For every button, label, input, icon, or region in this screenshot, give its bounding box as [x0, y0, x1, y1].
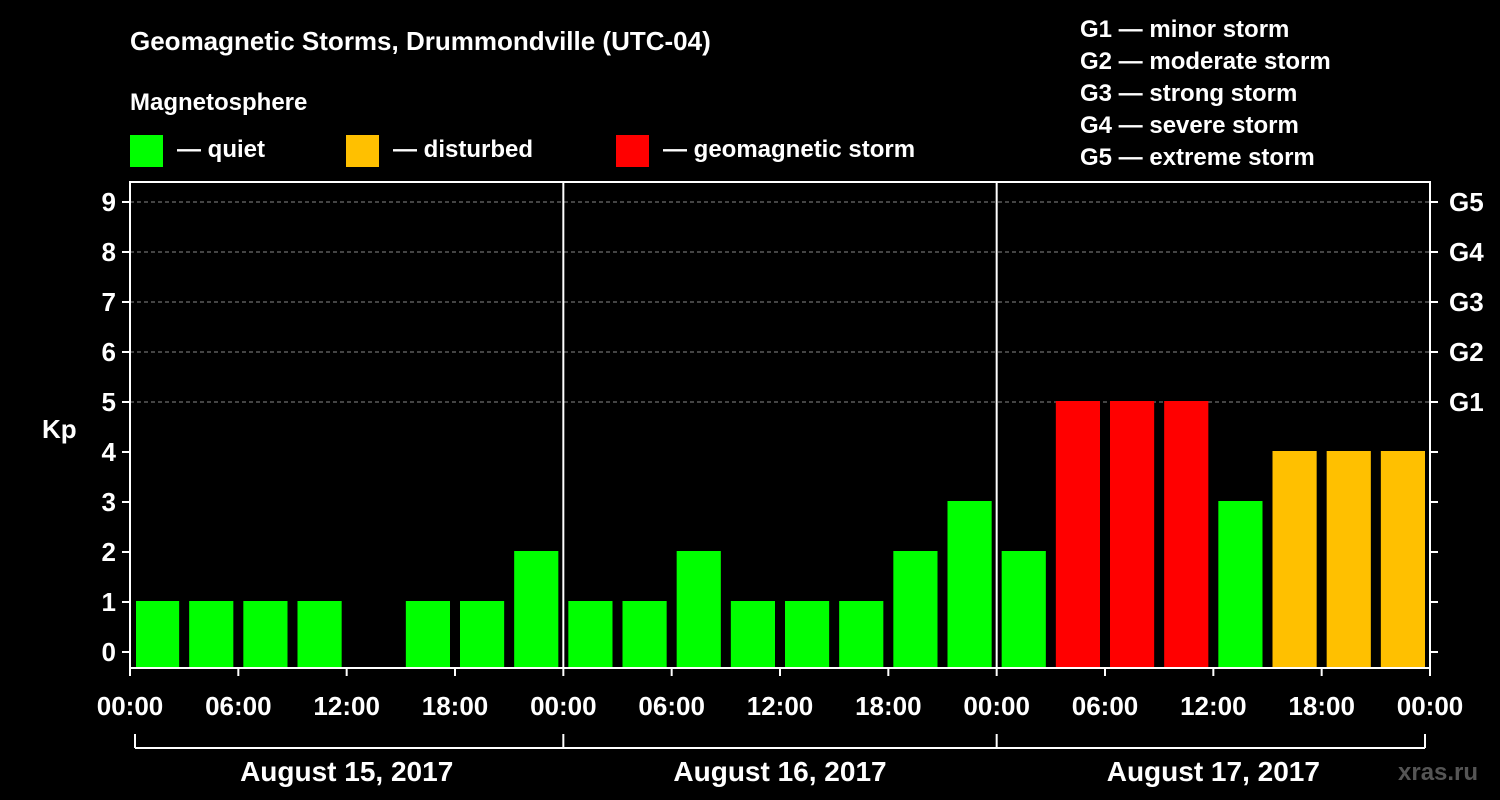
kp-bar: [622, 601, 667, 667]
kp-bar: [297, 601, 342, 667]
x-tick-label: 00:00: [1397, 691, 1464, 721]
g-scale-item: G2 — moderate storm: [1080, 48, 1331, 75]
g-scale-item: G4 — severe storm: [1080, 112, 1299, 139]
x-tick-label: 18:00: [855, 691, 922, 721]
x-tick-label: 12:00: [1180, 691, 1247, 721]
day-label: August 17, 2017: [1107, 756, 1320, 787]
x-tick-label: 12:00: [747, 691, 814, 721]
grid-lines: [130, 201, 1430, 403]
legend-storm-label: — geomagnetic storm: [663, 136, 915, 163]
kp-bar: [1055, 401, 1100, 667]
kp-bar: [947, 501, 992, 667]
chart-title: Geomagnetic Storms, Drummondville (UTC-0…: [130, 26, 711, 56]
watermark: xras.ru: [1398, 759, 1478, 786]
y-tick-label: 1: [102, 587, 116, 617]
y-tick-label: 6: [102, 337, 116, 367]
x-tick-label: 00:00: [97, 691, 164, 721]
kp-bar: [1001, 551, 1046, 667]
kp-bar: [1326, 451, 1371, 667]
day-label: August 15, 2017: [240, 756, 453, 787]
kp-bar: [1380, 451, 1425, 667]
legend: — quiet — disturbed — geomagnetic storm: [130, 135, 915, 167]
g-level-label: G4: [1449, 237, 1484, 267]
y-tick-label: 9: [102, 187, 116, 217]
g-scale-item: G5 — extreme storm: [1080, 144, 1315, 171]
kp-bar: [243, 601, 288, 667]
kp-bar: [136, 601, 180, 667]
bars: [136, 401, 1425, 667]
x-tick-label: 18:00: [1288, 691, 1355, 721]
axes: 0 1 2 3 4 5 6 7 8 9 G1 G2 G3 G4 G5 00:00 06:00 12:00 18:00…: [97, 181, 1484, 787]
kp-bar: [189, 601, 234, 667]
legend-storm-swatch: [616, 135, 649, 167]
kp-bar: [460, 601, 505, 667]
kp-bar: [893, 551, 938, 667]
legend-quiet-swatch: [130, 135, 163, 167]
y-tick-label: 4: [102, 437, 117, 467]
kp-bar: [1272, 451, 1317, 667]
x-tick-label: 06:00: [638, 691, 705, 721]
kp-bar: [730, 601, 775, 667]
kp-bar: [514, 551, 559, 667]
g-level-label: G1: [1449, 387, 1484, 417]
y-tick-label: 8: [102, 237, 116, 267]
g-scale-item: G3 — strong storm: [1080, 80, 1297, 107]
legend-quiet-label: — quiet: [177, 136, 265, 163]
y-tick-label: 5: [102, 387, 116, 417]
x-tick-label: 00:00: [963, 691, 1030, 721]
legend-disturbed-swatch: [346, 135, 379, 167]
y-tick-label: 3: [102, 487, 116, 517]
kp-bar: [785, 601, 830, 667]
x-tick-label: 12:00: [313, 691, 380, 721]
kp-bar: [1110, 401, 1155, 667]
y-axis-label: Kp: [42, 414, 77, 444]
kp-bar: [676, 551, 721, 667]
kp-bar: [839, 601, 884, 667]
kp-bar: [1218, 501, 1263, 667]
g-level-label: G5: [1449, 187, 1484, 217]
g-level-label: G3: [1449, 287, 1484, 317]
chart-subtitle: Magnetosphere: [130, 89, 307, 116]
day-label: August 16, 2017: [673, 756, 886, 787]
g-scale-item: G1 — minor storm: [1080, 16, 1289, 43]
g-scale-legend: G1 — minor storm G2 — moderate storm G3 …: [1080, 16, 1331, 171]
y-tick-label: 2: [102, 537, 116, 567]
kp-bar: [1164, 401, 1209, 667]
g-level-label: G2: [1449, 337, 1484, 367]
x-tick-label: 18:00: [422, 691, 489, 721]
x-tick-label: 00:00: [530, 691, 597, 721]
kp-bar: [405, 601, 450, 667]
y-tick-label: 0: [102, 637, 116, 667]
legend-disturbed-label: — disturbed: [393, 136, 533, 163]
kp-bar: [568, 601, 613, 667]
x-tick-label: 06:00: [205, 691, 272, 721]
y-tick-label: 7: [102, 287, 116, 317]
x-tick-label: 06:00: [1072, 691, 1139, 721]
